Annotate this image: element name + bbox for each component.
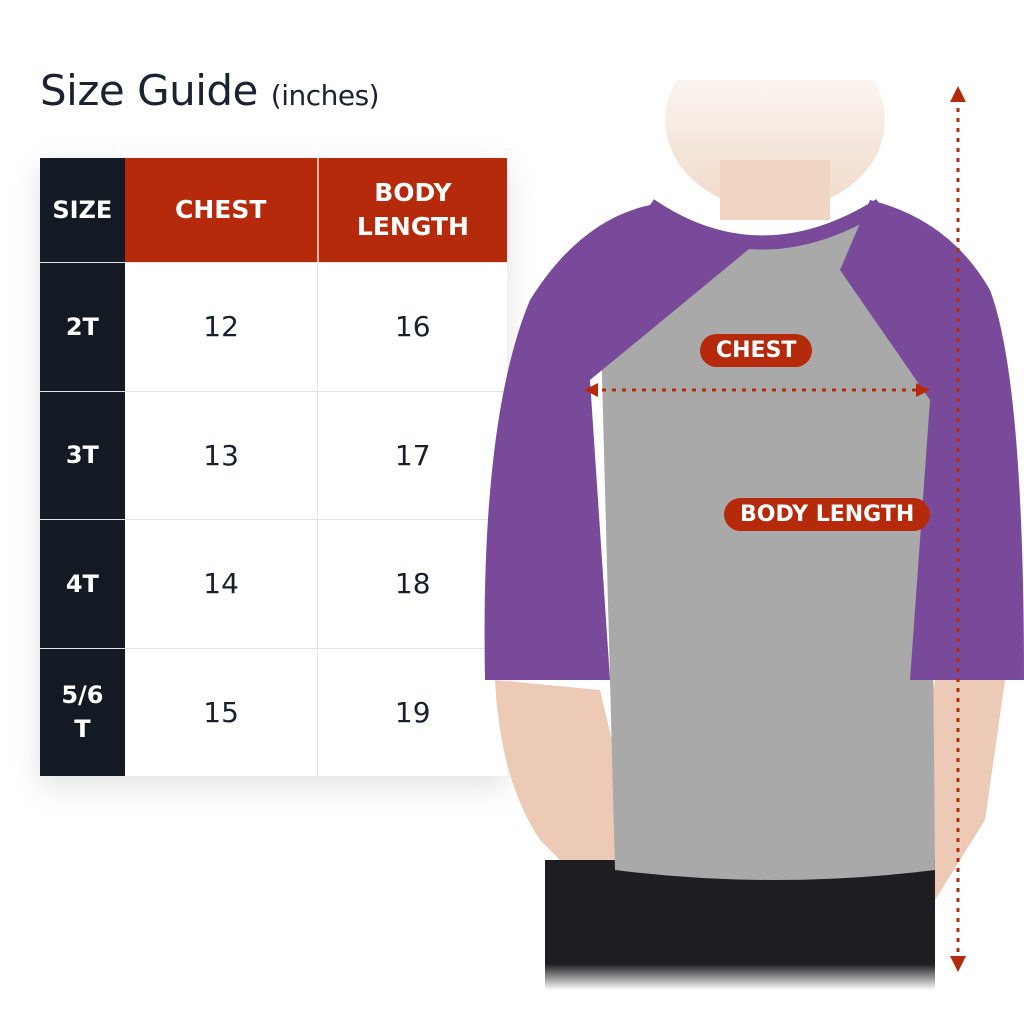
chest-arrow-left-head (584, 383, 598, 397)
neck (720, 160, 830, 220)
size-cell: 2T (40, 263, 125, 391)
header-chest: CHEST (124, 158, 319, 262)
header-size: SIZE (40, 158, 125, 262)
body-length-label: BODY LENGTH (724, 498, 931, 531)
child-shirt-illustration (484, 80, 1024, 990)
table-row: 5/6 T 15 19 (40, 647, 507, 776)
table-row: 3T 13 17 (40, 390, 507, 519)
body-length-cell: 18 (394, 567, 431, 601)
chest-cell: 15 (125, 648, 319, 776)
length-arrow-bottom-head (950, 956, 966, 972)
right-sleeve (840, 200, 1024, 680)
title-main: Size Guide (40, 66, 258, 115)
size-cell: 5/6 T (40, 648, 125, 776)
collar (646, 199, 884, 250)
header-body-length: BODY LENGTH (318, 158, 507, 262)
body-length-cell: 17 (394, 438, 431, 472)
table-row: 2T 12 16 (40, 262, 507, 391)
chest-label: CHEST (700, 334, 813, 367)
pants (545, 860, 935, 990)
left-sleeve (484, 205, 760, 680)
chest-cell: 12 (125, 263, 319, 391)
title-unit: (inches) (270, 79, 380, 112)
length-arrow-top-head (950, 86, 966, 102)
left-arm (495, 680, 640, 900)
chest-cell: 14 (125, 520, 319, 648)
size-table: SIZE CHEST BODY LENGTH 2T 12 16 3T 13 17 4T 14 1… (40, 158, 507, 776)
body-length-cell: 16 (394, 310, 431, 344)
chest-arrow-right-head (916, 383, 930, 397)
size-cell: 3T (40, 391, 125, 519)
chest-cell: 13 (125, 391, 319, 519)
page-title: Size Guide (inches) (40, 66, 380, 115)
shirt-body (600, 215, 935, 880)
table-row: 4T 14 18 (40, 519, 507, 648)
table-header: SIZE CHEST BODY LENGTH (40, 158, 507, 262)
size-cell: 4T (40, 520, 125, 648)
body-length-cell: 19 (394, 695, 431, 729)
